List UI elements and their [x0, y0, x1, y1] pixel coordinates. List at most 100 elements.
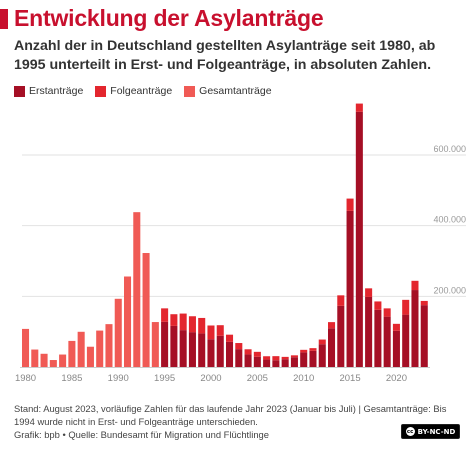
bar-folge	[170, 314, 178, 326]
y-tick-label: 200.000	[433, 285, 466, 295]
bar-erst	[355, 111, 363, 367]
bar-gesamt	[59, 354, 67, 367]
bar-gesamt	[49, 360, 57, 367]
bar-folge	[179, 313, 187, 331]
bar-folge	[281, 356, 289, 360]
bar-erst	[328, 328, 336, 367]
bar-folge	[207, 325, 215, 340]
bar-erst	[383, 316, 391, 367]
bar-erst	[402, 314, 410, 367]
bar-erst	[365, 296, 373, 367]
legend-swatch-gesamt	[184, 85, 196, 97]
bar-erst	[318, 344, 326, 367]
bar-erst	[253, 356, 261, 367]
bar-gesamt	[31, 349, 39, 367]
bar-gesamt	[96, 330, 104, 367]
legend-item-erst: Erstanträge	[14, 85, 83, 97]
legend-item-folge: Folgeanträge	[95, 85, 172, 97]
y-tick-label: 600.000	[433, 144, 466, 154]
legend-swatch-erst	[14, 85, 25, 97]
bar-gesamt	[114, 298, 122, 367]
x-tick-label: 1980	[15, 373, 36, 384]
y-tick-label: 400.000	[433, 215, 466, 225]
license-badge: cc BY-NC-ND	[401, 424, 460, 439]
legend-item-gesamt: Gesamtanträge	[184, 85, 272, 97]
bar-erst	[170, 325, 178, 367]
bar-folge	[402, 299, 410, 315]
page-title: Entwicklung der Asylanträge	[14, 5, 324, 31]
bar-erst	[198, 333, 206, 367]
bar-gesamt	[105, 324, 113, 367]
bar-erst	[337, 305, 345, 367]
bar-folge	[161, 308, 169, 322]
bar-gesamt	[142, 253, 150, 367]
bar-erst	[207, 339, 215, 367]
bar-gesamt	[124, 276, 132, 367]
bar-gesamt	[22, 328, 30, 367]
bar-folge	[420, 300, 428, 306]
bar-folge	[337, 295, 345, 306]
bar-erst	[392, 330, 400, 367]
bar-erst	[290, 357, 298, 367]
bar-gesamt	[77, 331, 85, 367]
bar-folge	[290, 355, 298, 358]
bar-folge	[392, 323, 400, 331]
bar-erst	[226, 341, 234, 367]
chart-footnote: Stand: August 2023, vorläufige Zahlen fü…	[14, 403, 447, 427]
bar-folge	[374, 301, 382, 310]
bar-erst	[216, 335, 224, 367]
x-tick-label: 2015	[339, 373, 360, 384]
bar-erst	[244, 354, 252, 367]
bar-erst	[263, 359, 271, 367]
x-tick-label: 1985	[61, 373, 82, 384]
x-tick-label: 2020	[386, 373, 407, 384]
bar-erst	[235, 349, 243, 367]
bar-folge	[235, 343, 243, 350]
x-tick-label: 1990	[108, 373, 129, 384]
bar-folge	[383, 308, 391, 317]
x-tick-label: 1995	[154, 373, 175, 384]
legend-label-gesamt: Gesamtanträge	[199, 85, 272, 97]
bar-folge	[365, 288, 373, 297]
bar-folge	[263, 356, 271, 360]
legend-label-folge: Folgeanträge	[110, 85, 173, 97]
x-tick-label: 2000	[200, 373, 221, 384]
asylum-bar-chart: 200.000 400.000 600.000 1980 1985 1990 1995 200…	[15, 103, 466, 384]
bar-gesamt	[40, 353, 48, 367]
bar-erst	[300, 352, 308, 367]
bar-erst	[188, 332, 196, 367]
bar-erst	[346, 210, 354, 367]
bar-gesamt	[68, 340, 76, 367]
bar-erst	[161, 321, 169, 367]
bar-folge	[309, 348, 317, 351]
bar-folge	[346, 198, 354, 211]
bar-erst	[272, 360, 280, 367]
bar-folge	[300, 349, 308, 353]
bar-folge	[318, 339, 326, 345]
bar-folge	[226, 334, 234, 342]
chart-subtitle: Anzahl der in Deutschland gestellten Asy…	[14, 38, 436, 73]
chart-legend: Erstanträge Folgeanträge Gesamtanträge	[14, 85, 272, 97]
bar-gesamt	[133, 212, 141, 367]
bar-folge	[216, 325, 224, 336]
cc-icon: cc	[405, 427, 415, 436]
title-accent-bar	[0, 9, 8, 29]
bar-gesamt	[151, 322, 159, 367]
bar-erst	[420, 305, 428, 367]
chart-source: Grafik: bpb • Quelle: Bundesamt für Migr…	[14, 429, 269, 440]
bar-folge	[328, 322, 336, 329]
bar-folge	[272, 356, 280, 361]
bar-erst	[281, 359, 289, 367]
license-label: BY-NC-ND	[417, 427, 456, 436]
bar-folge	[244, 349, 252, 355]
x-tick-label: 2010	[293, 373, 314, 384]
bar-erst	[411, 290, 419, 367]
legend-label-erst: Erstanträge	[29, 85, 84, 97]
bar-erst	[179, 330, 187, 367]
bar-folge	[411, 280, 419, 291]
bar-folge	[355, 103, 363, 112]
bar-gesamt	[86, 346, 94, 367]
bar-folge	[253, 351, 261, 357]
bar-erst	[374, 309, 382, 367]
x-tick-label: 2005	[247, 373, 268, 384]
